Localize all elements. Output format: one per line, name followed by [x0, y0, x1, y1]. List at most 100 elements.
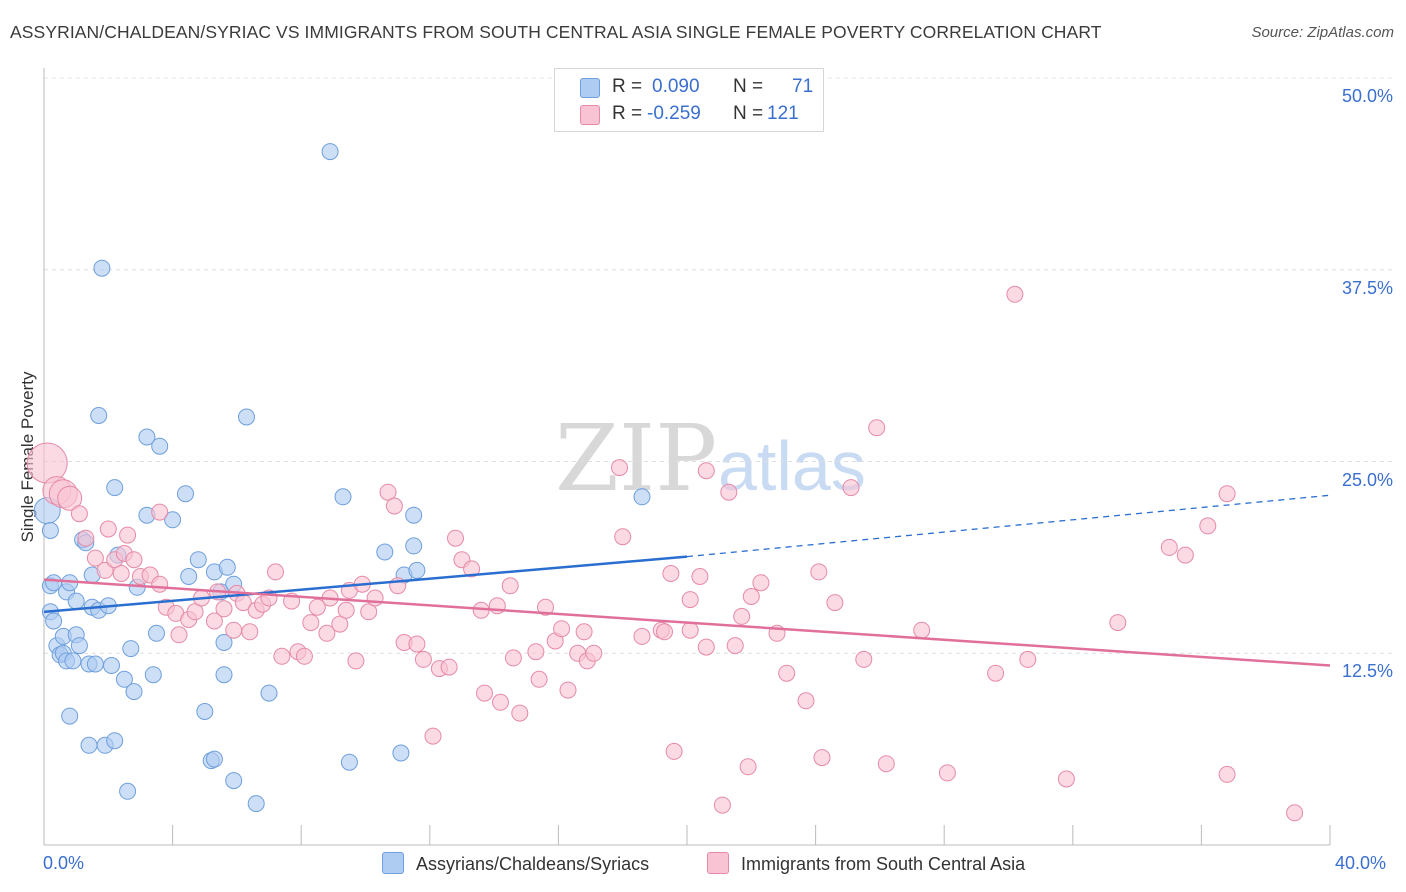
assyrians-point [67, 592, 85, 610]
assyrians-point [138, 428, 156, 446]
assyrians-trend-extension [686, 494, 1331, 558]
legend-swatch-immigrants [580, 105, 600, 125]
immigrants-point [151, 575, 169, 593]
legend-r-value: 0.090 [652, 76, 700, 97]
y-tick-label: 12.5% [1341, 661, 1393, 682]
immigrants-point [810, 563, 828, 581]
immigrants-point [614, 528, 632, 546]
immigrants-point [559, 681, 577, 699]
immigrants-point [813, 749, 831, 767]
legend-n-label: N = [733, 76, 764, 97]
immigrants-point [681, 591, 699, 609]
immigrants-point [662, 565, 680, 582]
immigrants-point [611, 459, 628, 477]
immigrants-point [119, 526, 137, 544]
immigrants-point [1176, 546, 1194, 564]
assyrians-point [119, 782, 137, 800]
assyrians-point [164, 511, 182, 529]
assyrians-point [260, 684, 278, 702]
immigrants-point [308, 598, 326, 616]
immigrants-point [440, 658, 458, 676]
immigrants-point [205, 612, 223, 630]
assyrians-point [90, 407, 108, 424]
immigrants-point [318, 624, 336, 642]
assyrians-point [177, 485, 194, 503]
immigrants-point [842, 479, 860, 497]
immigrants-point [585, 644, 603, 662]
immigrants-point [1109, 614, 1127, 632]
assyrians-point [64, 652, 82, 670]
immigrants-point [57, 485, 83, 511]
immigrants-point [347, 652, 365, 670]
assyrians-point [125, 683, 143, 701]
series-assyrians-points [33, 143, 651, 813]
assyrians-point [80, 736, 98, 754]
bottom-legend-swatch-immigrants [707, 852, 729, 874]
assyrians-point [86, 655, 104, 673]
immigrants-point [385, 497, 403, 515]
bottom-legend-assyrians: Assyrians/Chaldeans/Syriacs [382, 852, 649, 875]
immigrants-point [447, 529, 464, 547]
immigrants-point [1019, 650, 1037, 668]
watermark: ZIP atlas [555, 405, 866, 512]
legend-r-value: -0.259 [647, 103, 701, 124]
immigrants-point [414, 650, 432, 668]
immigrants-point [633, 627, 651, 645]
bottom-legend-label-immigrants: Immigrants from South Central Asia [741, 854, 1026, 874]
immigrants-point [665, 742, 683, 760]
immigrants-point [366, 589, 384, 607]
bottom-legend-swatch-assyrians [382, 852, 404, 874]
y-tick-label: 50.0% [1341, 86, 1393, 106]
chart-title: ASSYRIAN/CHALDEAN/SYRIAC VS IMMIGRANTS F… [10, 22, 1102, 42]
assyrians-point [247, 795, 265, 813]
assyrians-point [408, 561, 426, 579]
immigrants-point [537, 598, 554, 616]
assyrians-point [205, 750, 223, 768]
immigrants-point [739, 758, 757, 776]
legend-r-label: R = [612, 103, 643, 124]
immigrants-point [826, 594, 844, 612]
assyrians-point [225, 772, 243, 790]
immigrants-point [1006, 285, 1024, 303]
legend-n-value: 71 [792, 76, 814, 97]
immigrants-point [302, 614, 320, 632]
assyrians-point [122, 640, 140, 658]
immigrants-point [77, 529, 95, 547]
assyrians-point [334, 488, 352, 506]
immigrants-point [379, 483, 397, 501]
y-tick-label: 25.0% [1341, 469, 1393, 490]
immigrants-point [96, 561, 114, 579]
immigrants-point [70, 505, 88, 523]
assyrians-point [70, 637, 88, 655]
assyrians-point [215, 634, 233, 651]
immigrants-point [530, 670, 548, 688]
immigrants-point [752, 574, 770, 592]
immigrants-trend-line [43, 578, 1331, 667]
immigrants-point [697, 638, 715, 656]
assyrians-point [180, 568, 198, 585]
assyrians-point [144, 666, 162, 684]
immigrants-point [1057, 770, 1075, 788]
assyrians-point [103, 657, 120, 674]
legend-n-label: N = [733, 103, 764, 124]
immigrants-point [797, 692, 815, 710]
immigrants-point [691, 568, 709, 585]
immigrants-point [267, 563, 284, 581]
assyrians-point [151, 437, 169, 455]
assyrians-point [321, 143, 339, 161]
immigrants-point [215, 600, 233, 618]
x-tick-label-max: 40.0% [1335, 853, 1387, 873]
assyrians-point [238, 408, 255, 426]
assyrians-point [148, 624, 165, 642]
immigrants-point [360, 603, 378, 621]
immigrants-point [575, 623, 593, 641]
assyrians-point [405, 506, 423, 524]
assyrians-point [115, 670, 133, 688]
assyrians-trend-line [43, 555, 688, 614]
immigrants-point [112, 565, 130, 582]
immigrants-point [273, 647, 291, 665]
immigrants-point [868, 419, 886, 437]
immigrants-point [511, 704, 529, 722]
immigrants-point [463, 560, 481, 578]
